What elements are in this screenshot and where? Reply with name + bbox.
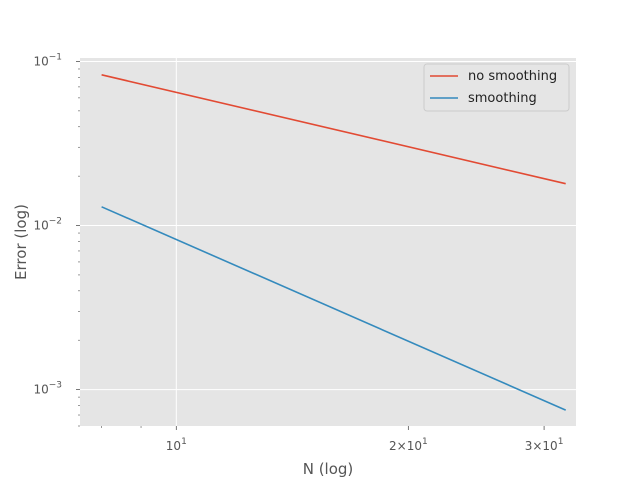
x-tick-exponent: 1 [558, 437, 564, 447]
y-tick-label: 10−3 [33, 381, 62, 397]
x-axis-label: N (log) [303, 460, 354, 478]
series-line [101, 206, 567, 411]
y-tick-label: 10−1 [33, 52, 62, 68]
legend-box [423, 63, 570, 112]
x-tick-label: 2×101 [389, 437, 428, 453]
x-tick-exponent: 1 [181, 437, 187, 447]
series-lines [101, 74, 567, 411]
grid-lines [80, 58, 576, 426]
legend: no smoothing smoothing [423, 63, 570, 112]
y-tick-label: 10−2 [33, 217, 62, 233]
minor-ticks [76, 61, 545, 430]
x-tick-label: 101 [166, 437, 187, 453]
plot-area [80, 58, 576, 426]
y-tick-labels: 10−3 10−2 10−1 [33, 52, 62, 396]
legend-label: no smoothing [468, 69, 557, 84]
x-tick-labels: 101 2×101 3×101 [166, 437, 564, 453]
y-tick-exponent: −3 [49, 381, 62, 391]
x-tick-label: 3×101 [525, 437, 564, 453]
y-tick-exponent: −1 [49, 52, 62, 62]
x-tick-exponent: 1 [422, 437, 428, 447]
y-axis-label: Error (log) [12, 204, 30, 280]
series-line [101, 74, 566, 185]
y-tick-exponent: −2 [49, 217, 62, 227]
legend-label: smoothing [468, 91, 537, 106]
